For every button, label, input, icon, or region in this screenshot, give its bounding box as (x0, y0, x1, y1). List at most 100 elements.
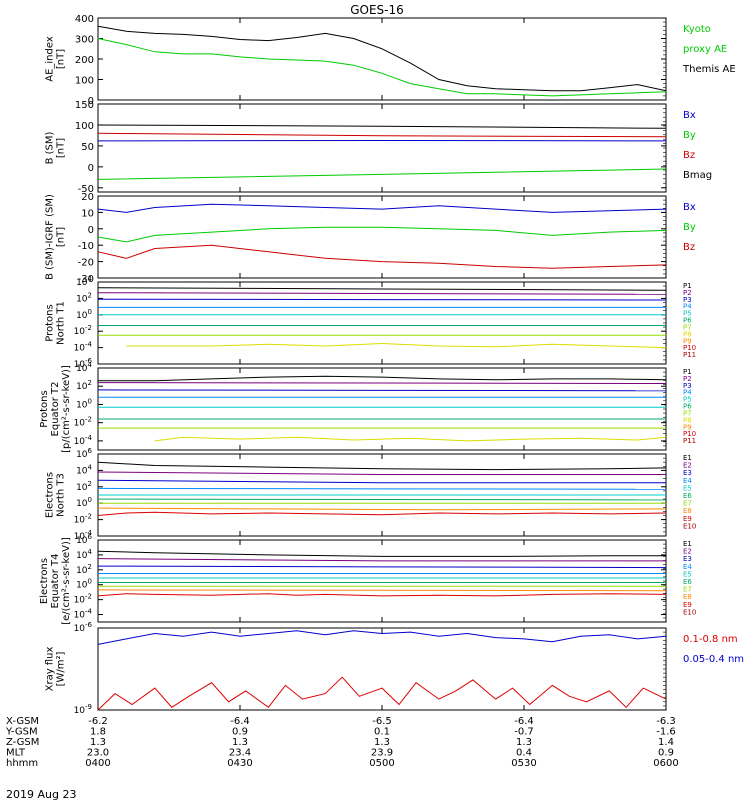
legend-entry: E7 (683, 586, 692, 594)
ephemeris-value: 1.4 (658, 737, 674, 748)
series-line-bz (97, 132, 667, 138)
y-tick-label: 0 (88, 225, 94, 236)
legend-entry: E8 (683, 507, 692, 515)
legend-entry: E7 (683, 500, 692, 508)
y-axis-label: AE_index (45, 36, 56, 82)
y-tick-label: 10-2 (74, 513, 92, 526)
y-axis-label: B (SM) (45, 131, 56, 164)
y-axis-label: B (SM)-IGRF (SM) (45, 194, 56, 280)
ephemeris-row-label: MLT (6, 748, 26, 759)
y-tick-label: 102 (76, 291, 92, 304)
legend-entry: E6 (683, 492, 692, 500)
series-line-e9 (97, 511, 667, 516)
legend-entry: P5 (683, 396, 692, 404)
legend-entry: E1 (683, 454, 692, 462)
ephemeris-value: 0.4 (516, 748, 532, 759)
legend-entry: E4 (683, 477, 692, 485)
legend-entry: P8 (683, 416, 692, 424)
legend-entry: Kyoto (683, 24, 711, 35)
series-line-e1 (97, 461, 667, 471)
legend-entry: P1 (683, 282, 692, 290)
legend-entry: E9 (683, 601, 692, 609)
y-tick-label: 20 (81, 192, 94, 203)
ephemeris-value: -6.2 (88, 716, 108, 727)
ephemeris-value: 0530 (511, 758, 536, 769)
y-tick-label: 200 (75, 55, 94, 66)
legend-entry: P11 (683, 351, 696, 359)
ephemeris-value: 1.3 (374, 737, 390, 748)
ephemeris-value: -6.4 (230, 716, 250, 727)
plot-title: GOES-16 (350, 3, 404, 17)
panel-7: 10-4 10-2 100 102 104 106 Electrons Equator T4[… (39, 533, 696, 625)
panel-frame (97, 627, 667, 711)
date-label: 2019 Aug 23 (6, 788, 76, 800)
y-tick-label: 102 (76, 480, 92, 493)
series-line-p3 (97, 298, 667, 301)
y-axis-label: [nT] (56, 138, 67, 158)
panel-2: -50 0 50 100 150 B (SM) [nT] Bx By Bz Bmag (45, 100, 713, 195)
series-line-p3 (97, 389, 667, 392)
legend-entry: P2 (683, 375, 692, 383)
y-tick-label: 100 (76, 397, 92, 410)
y-tick-label: 102 (76, 379, 92, 392)
series-line-e2 (97, 471, 666, 475)
legend-entry: By (683, 222, 696, 233)
series-line-e3 (97, 565, 667, 569)
y-tick-label: 10-4 (74, 341, 93, 354)
ephemeris-value: 1.8 (90, 727, 106, 738)
legend-entry: P10 (683, 344, 696, 352)
legend-entry: E5 (683, 570, 692, 578)
legend-entry: 0.05-0.4 nm (683, 654, 744, 665)
y-axis-label: [nT] (56, 227, 67, 247)
y-tick-label: 10-4 (74, 529, 93, 542)
legend-entry: E1 (683, 540, 692, 548)
legend-entry: P3 (683, 296, 692, 304)
ephemeris-value: 23.0 (87, 748, 109, 759)
y-tick-label: 100 (76, 496, 92, 509)
panel-1: 0 100 200 300 400 AE_index [nT] Kyoto proxy AE Th… (45, 14, 736, 107)
ephemeris-value: 23.4 (229, 748, 251, 759)
series-line-bmag (97, 124, 667, 129)
legend-entry: Bz (683, 242, 695, 253)
legend-entry: P4 (683, 303, 692, 311)
y-tick-label: 10-9 (74, 703, 92, 716)
y-axis-label: Electrons (39, 558, 50, 604)
legend-entry: Bx (683, 110, 696, 121)
y-tick-label: 50 (81, 142, 94, 153)
series-line-p8 (126, 342, 667, 349)
legend-entry: P7 (683, 409, 692, 417)
legend-entry: Themis AE (682, 64, 736, 75)
panel-8: 10-9 10-6 Xray flux [W/m²] 0.1-0.8 nm 0.05-0.… (45, 621, 745, 716)
ephemeris-value: 1.3 (232, 737, 248, 748)
y-tick-label: 10-2 (74, 593, 92, 606)
legend-entry: P10 (683, 430, 696, 438)
ephemeris-row-label: X-GSM (6, 716, 39, 727)
ephemeris-value: 0.1 (374, 727, 390, 738)
y-axis-label: Equator T4 (50, 554, 61, 609)
ephemeris-value: -0.7 (514, 727, 534, 738)
series-line-p2 (97, 382, 667, 384)
series-line-e2 (97, 558, 666, 562)
ephemeris-value: 0.9 (658, 748, 674, 759)
series-line-bz (97, 244, 667, 269)
y-axis-label: North T3 (56, 473, 67, 517)
y-tick-label: 10-2 (74, 324, 92, 337)
y-tick-label: 10-2 (74, 416, 92, 429)
ephemeris-row-label: Y-GSM (5, 727, 38, 738)
ephemeris-value: -6.4 (514, 716, 534, 727)
legend-entry: P4 (683, 389, 692, 397)
legend-entry: P5 (683, 310, 692, 318)
series-line-kyoto-proxy-ae (97, 38, 667, 97)
y-tick-label: 300 (75, 35, 94, 46)
legend-entry: E5 (683, 484, 692, 492)
y-tick-label: 100 (75, 76, 94, 87)
legend-entry: P9 (683, 337, 692, 345)
legend-entry: E4 (683, 563, 692, 571)
legend-entry: P8 (683, 330, 692, 338)
legend-entry: P7 (683, 323, 692, 331)
y-axis-label: Equator T2 (50, 382, 61, 437)
y-tick-label: 102 (76, 563, 92, 576)
y-tick-label: -30 (78, 274, 94, 285)
series-line-p2 (97, 292, 667, 295)
